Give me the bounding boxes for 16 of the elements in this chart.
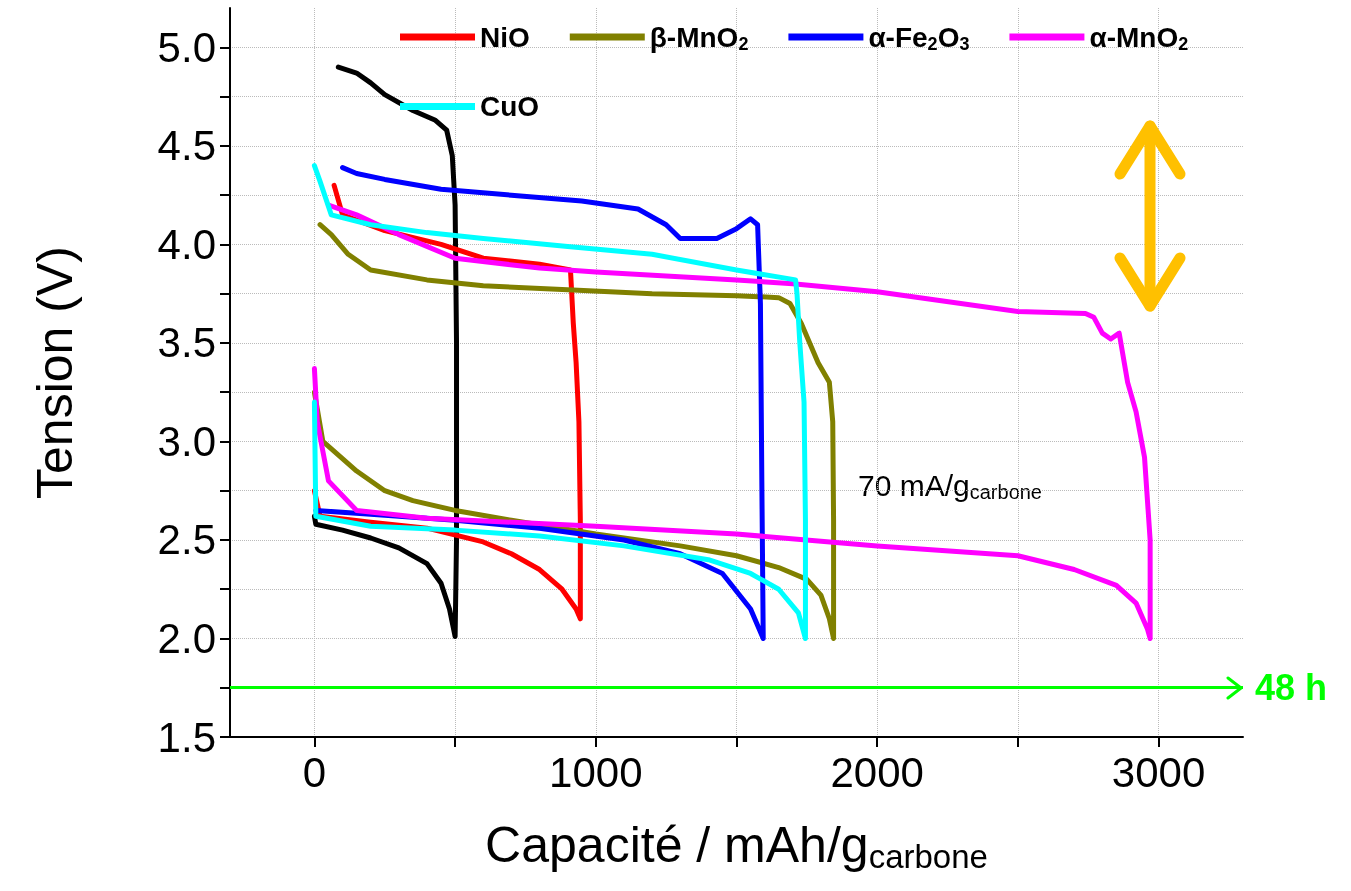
x-tick-label: 3000 xyxy=(1111,748,1206,796)
y-tick-label: 2.5 xyxy=(157,516,216,564)
y-tick-label: 2.0 xyxy=(157,614,216,662)
y-tick-label: 4.5 xyxy=(157,122,216,170)
y-tick-label: 3.0 xyxy=(157,417,216,465)
y-tick-label: 3.5 xyxy=(157,319,216,367)
x-tick-label: 2000 xyxy=(830,748,924,796)
x-tick-label: 0 xyxy=(302,748,327,796)
y-tick-label: 4.0 xyxy=(157,220,216,268)
legend-label: CuO xyxy=(480,91,540,122)
legend-label: NiO xyxy=(480,21,530,53)
y-tick-label: 5.0 xyxy=(157,23,216,71)
x-tick-label: 1000 xyxy=(549,748,643,796)
y-tick-label: 1.5 xyxy=(157,713,216,761)
ref-line-label: 48 h xyxy=(1255,667,1328,709)
y-axis-title: Tension (V) xyxy=(27,246,83,499)
